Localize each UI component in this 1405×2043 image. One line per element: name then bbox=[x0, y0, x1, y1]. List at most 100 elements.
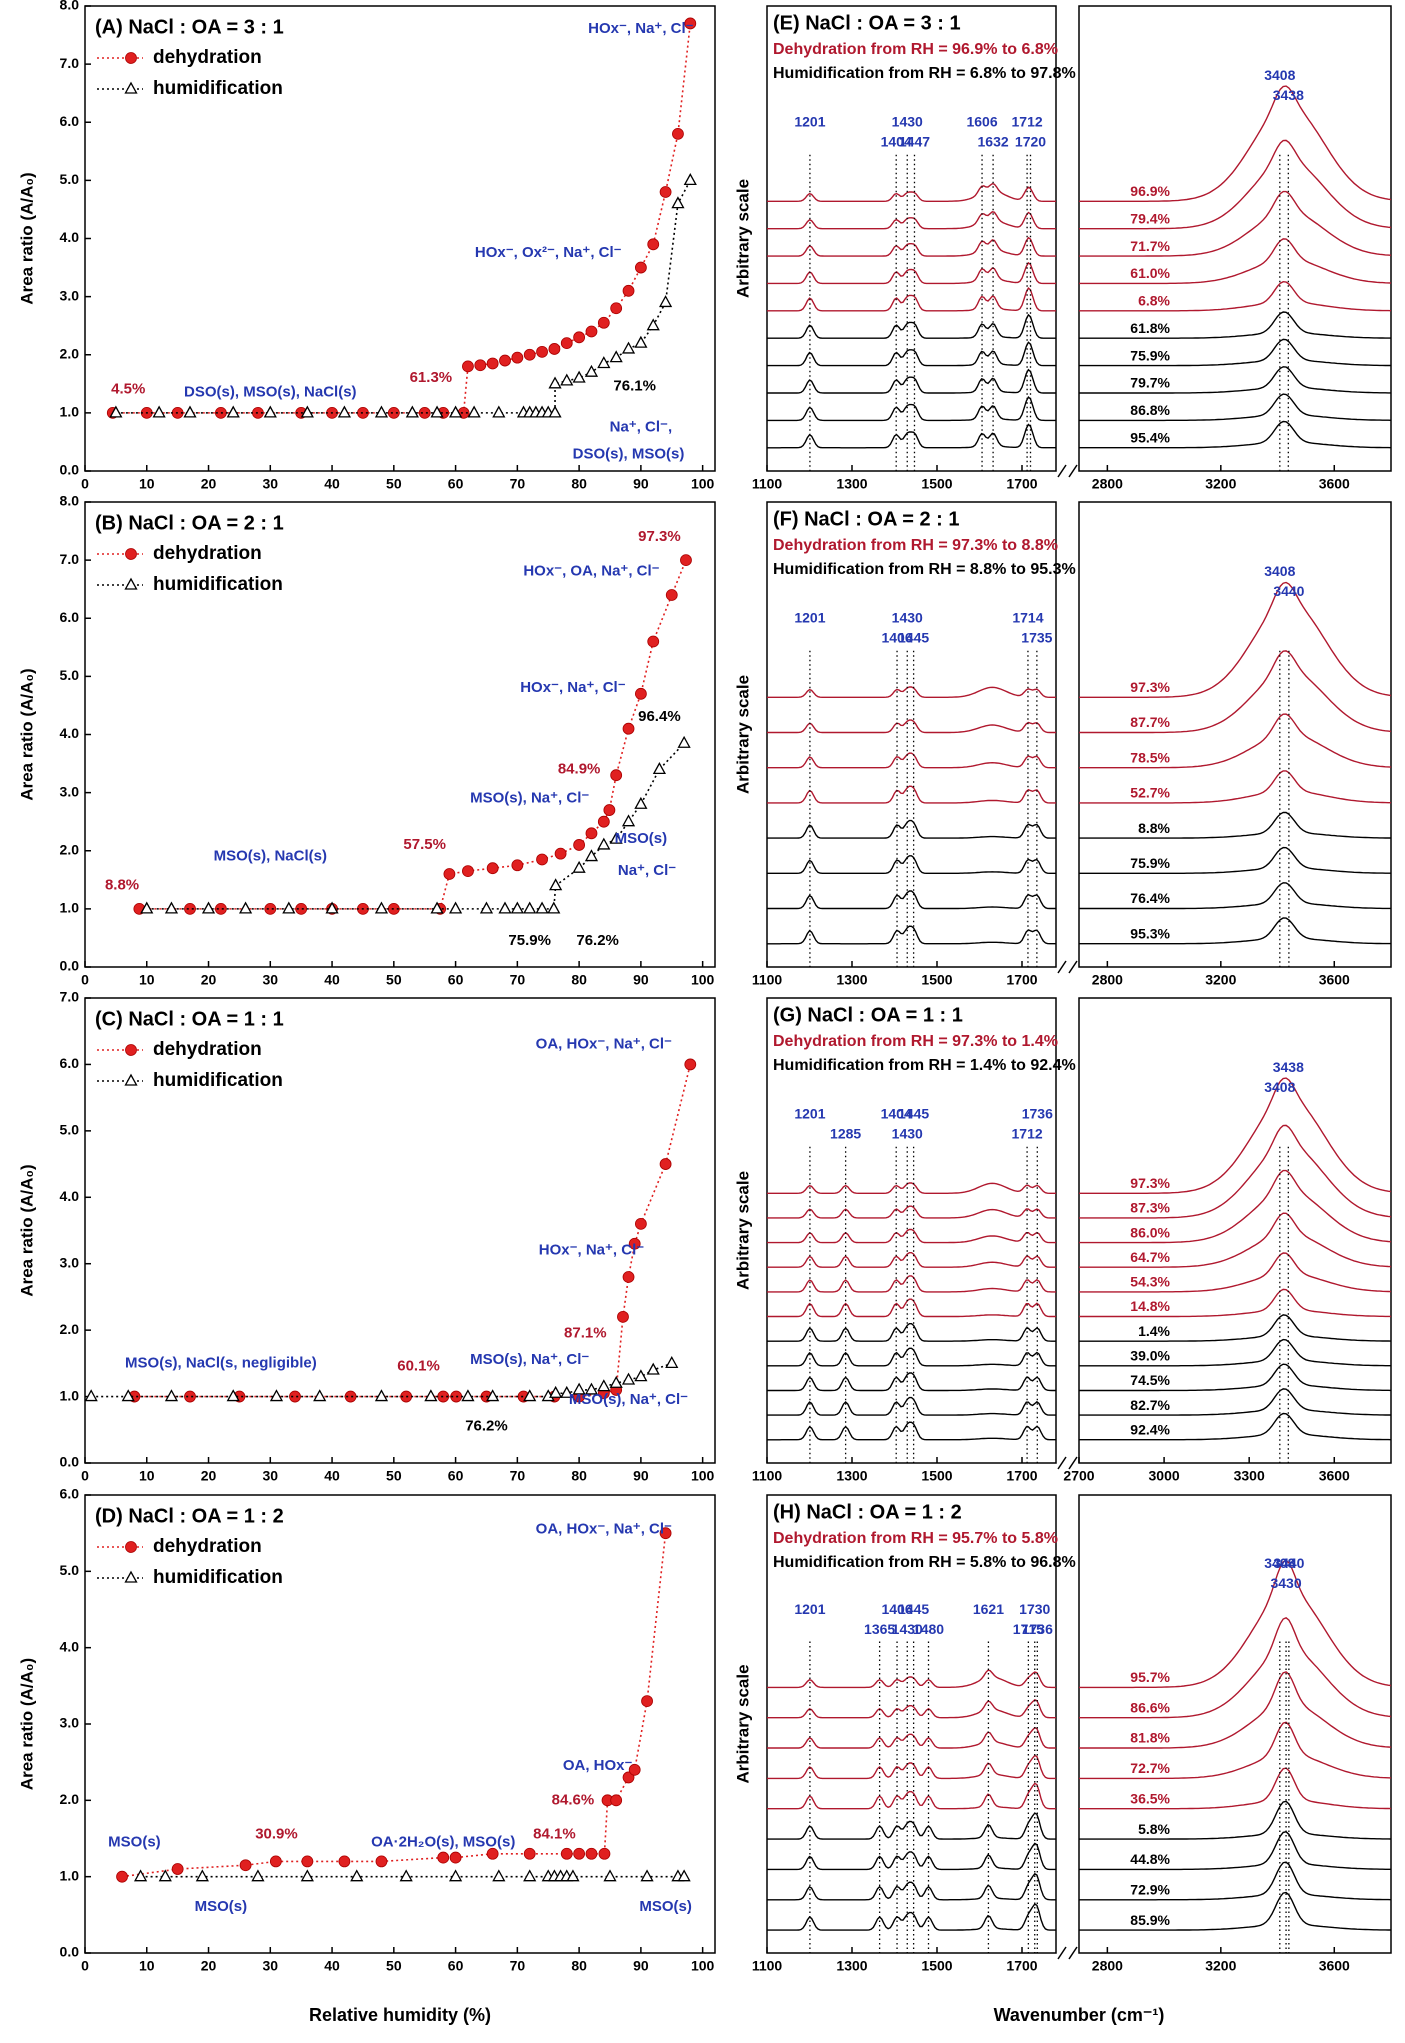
x-tick-label: 100 bbox=[691, 1958, 715, 1974]
data-point bbox=[622, 722, 635, 735]
spectrum-trace bbox=[1079, 1212, 1392, 1268]
y-tick-label: 4.0 bbox=[60, 229, 80, 245]
spectrum-trace bbox=[767, 395, 1056, 422]
data-point bbox=[462, 865, 474, 877]
annotation: MSO(s), NaCl(s, negligible) bbox=[125, 1354, 317, 1371]
x-tick-label: 1500 bbox=[921, 1468, 952, 1484]
spectrum-trace bbox=[1079, 1077, 1392, 1194]
x-tick-label: 3200 bbox=[1205, 972, 1236, 988]
spectrum-trace bbox=[767, 341, 1056, 367]
data-point bbox=[584, 364, 599, 377]
spectrum-trace bbox=[1079, 581, 1392, 698]
legend-label: humidification bbox=[153, 1070, 283, 1091]
x-tick-label: 30 bbox=[263, 972, 279, 988]
spectrum-trace bbox=[1079, 393, 1392, 422]
x-tick-label: 1300 bbox=[836, 1468, 867, 1484]
annotation: DSO(s), MSO(s) bbox=[573, 446, 685, 463]
legend-label: humidification bbox=[153, 574, 283, 595]
annotation: 87.1% bbox=[564, 1324, 607, 1341]
spectrum-trace bbox=[767, 1903, 1056, 1931]
data-point bbox=[659, 1527, 672, 1540]
y-axis-label: Arbitrary scale bbox=[733, 675, 752, 794]
data-point bbox=[486, 1389, 500, 1402]
x-tick-label: 2800 bbox=[1092, 972, 1123, 988]
data-point bbox=[344, 1390, 357, 1403]
spectrum-trace bbox=[1079, 811, 1391, 839]
peak-label: 1736 bbox=[1022, 1621, 1053, 1637]
peak-label: 1201 bbox=[794, 610, 825, 626]
data-point bbox=[84, 1389, 98, 1402]
y-tick-label: 0.0 bbox=[60, 958, 80, 974]
data-point bbox=[214, 902, 227, 915]
axis-break bbox=[1068, 960, 1078, 974]
data-point bbox=[430, 405, 444, 418]
data-point bbox=[116, 1870, 128, 1883]
spectrum-trace bbox=[1079, 846, 1391, 874]
data-point bbox=[523, 348, 536, 361]
y-tick-label: 2.0 bbox=[60, 345, 80, 361]
spectrum-trace bbox=[767, 890, 1056, 910]
panel-title: (H) NaCl : OA = 1 : 2 bbox=[773, 1501, 962, 1523]
plot-frame bbox=[1078, 5, 1392, 472]
y-tick-label: 1.0 bbox=[60, 404, 80, 420]
legend-humidification: Humidification from RH = 1.4% to 92.4% bbox=[773, 1057, 1076, 1074]
trace-label: 54.3% bbox=[1130, 1274, 1170, 1290]
data-point bbox=[462, 360, 474, 373]
data-point bbox=[634, 1217, 647, 1230]
data-point bbox=[171, 1863, 184, 1875]
data-point bbox=[634, 796, 648, 809]
data-point bbox=[511, 351, 524, 364]
peak-label: 1201 bbox=[794, 1601, 825, 1617]
peak-label: 3440 bbox=[1273, 583, 1304, 599]
data-point bbox=[184, 902, 196, 915]
data-point bbox=[152, 405, 166, 418]
peak-label: 1714 bbox=[1012, 610, 1043, 626]
y-tick-label: 2.0 bbox=[60, 841, 80, 857]
annotation: DSO(s), MSO(s), NaCl(s) bbox=[184, 384, 357, 401]
data-point bbox=[634, 335, 648, 348]
x-tick-label: 20 bbox=[201, 1958, 217, 1974]
annotation: MSO(s) bbox=[108, 1833, 161, 1850]
legend-marker bbox=[124, 577, 138, 590]
data-point bbox=[133, 1869, 148, 1882]
data-point bbox=[300, 405, 314, 418]
x-tick-label: 90 bbox=[633, 972, 649, 988]
data-point bbox=[374, 405, 389, 418]
data-point bbox=[289, 1390, 301, 1403]
trace-label: 74.5% bbox=[1130, 1372, 1170, 1388]
x-tick-label: 70 bbox=[510, 972, 526, 988]
x-tick-label: 90 bbox=[633, 1468, 649, 1484]
x-tick-label: 50 bbox=[386, 476, 402, 492]
data-point bbox=[486, 357, 499, 370]
x-tick-label: 30 bbox=[263, 1958, 279, 1974]
x-tick-label: 80 bbox=[571, 972, 587, 988]
y-axis-label: Arbitrary scale bbox=[733, 1171, 752, 1290]
trace-label: 97.3% bbox=[1130, 1175, 1170, 1191]
panel-title: (E) NaCl : OA = 3 : 1 bbox=[773, 12, 961, 34]
spectrum-trace bbox=[1079, 190, 1392, 257]
annotation: 97.3% bbox=[638, 528, 681, 545]
plot-frame bbox=[1078, 997, 1392, 1464]
x-tick-label: 10 bbox=[139, 1468, 155, 1484]
spectrum-trace bbox=[767, 1726, 1056, 1749]
trace-label: 92.4% bbox=[1130, 1421, 1170, 1437]
data-point bbox=[548, 405, 562, 418]
trace-label: 81.8% bbox=[1130, 1730, 1170, 1746]
y-tick-label: 4.0 bbox=[60, 1638, 80, 1654]
y-tick-label: 2.0 bbox=[60, 1321, 80, 1337]
data-point bbox=[603, 804, 616, 816]
peak-label: 1404 bbox=[881, 134, 912, 150]
data-point bbox=[628, 1763, 641, 1776]
data-point bbox=[492, 405, 506, 418]
y-tick-label: 3.0 bbox=[60, 783, 80, 799]
data-point bbox=[547, 901, 561, 914]
annotation: MSO(s), Na⁺, Cl⁻ bbox=[470, 1351, 589, 1368]
x-tick-label: 1300 bbox=[836, 1958, 867, 1974]
data-point bbox=[598, 1847, 611, 1860]
data-point bbox=[610, 302, 623, 315]
legend-label: dehydration bbox=[153, 47, 262, 68]
peak-label: 3430 bbox=[1270, 1575, 1301, 1591]
data-point bbox=[536, 853, 548, 866]
peak-label: 1712 bbox=[1012, 114, 1043, 130]
trace-label: 96.9% bbox=[1130, 183, 1170, 199]
